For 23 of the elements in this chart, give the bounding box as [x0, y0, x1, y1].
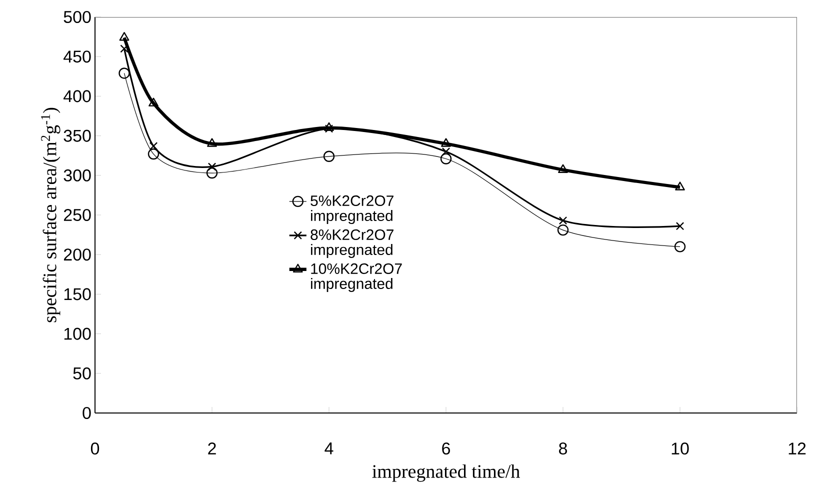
- legend-label: 10%K2Cr2O7 impregnated: [311, 263, 402, 292]
- y-tick-label: 50: [73, 367, 91, 380]
- y-tick-label: 100: [64, 328, 91, 340]
- x-tick-label: 6: [442, 442, 450, 455]
- y-tick-label: 150: [64, 288, 91, 300]
- x-tick-label: 10: [672, 442, 689, 455]
- y-tick-label: 300: [64, 169, 91, 182]
- y-axis-title: specific surface area/(m$^{2}$g$^{-1}$): [41, 108, 60, 322]
- y-tick-label: 250: [64, 208, 91, 222]
- y-tick-label: 0: [82, 406, 91, 420]
- legend-label: 8%K2Cr2O7 impregnated: [310, 229, 394, 258]
- x-axis-title: impregnated time/h: [372, 464, 520, 482]
- y-tick-label: 450: [64, 50, 91, 63]
- x-tick-label: 2: [208, 442, 216, 454]
- x-tick-label: 0: [90, 442, 100, 455]
- x-tick-label: 8: [559, 442, 567, 455]
- y-tick-label: 350: [64, 130, 91, 142]
- y-tick-label: 400: [64, 90, 91, 102]
- x-tick-label: 4: [324, 442, 334, 454]
- x-tick-label: 12: [788, 442, 806, 454]
- legend-label: 5%K2Cr2O7 impregnated: [310, 195, 394, 224]
- y-tick-label: 200: [64, 248, 91, 261]
- y-tick-label: 500: [64, 10, 91, 24]
